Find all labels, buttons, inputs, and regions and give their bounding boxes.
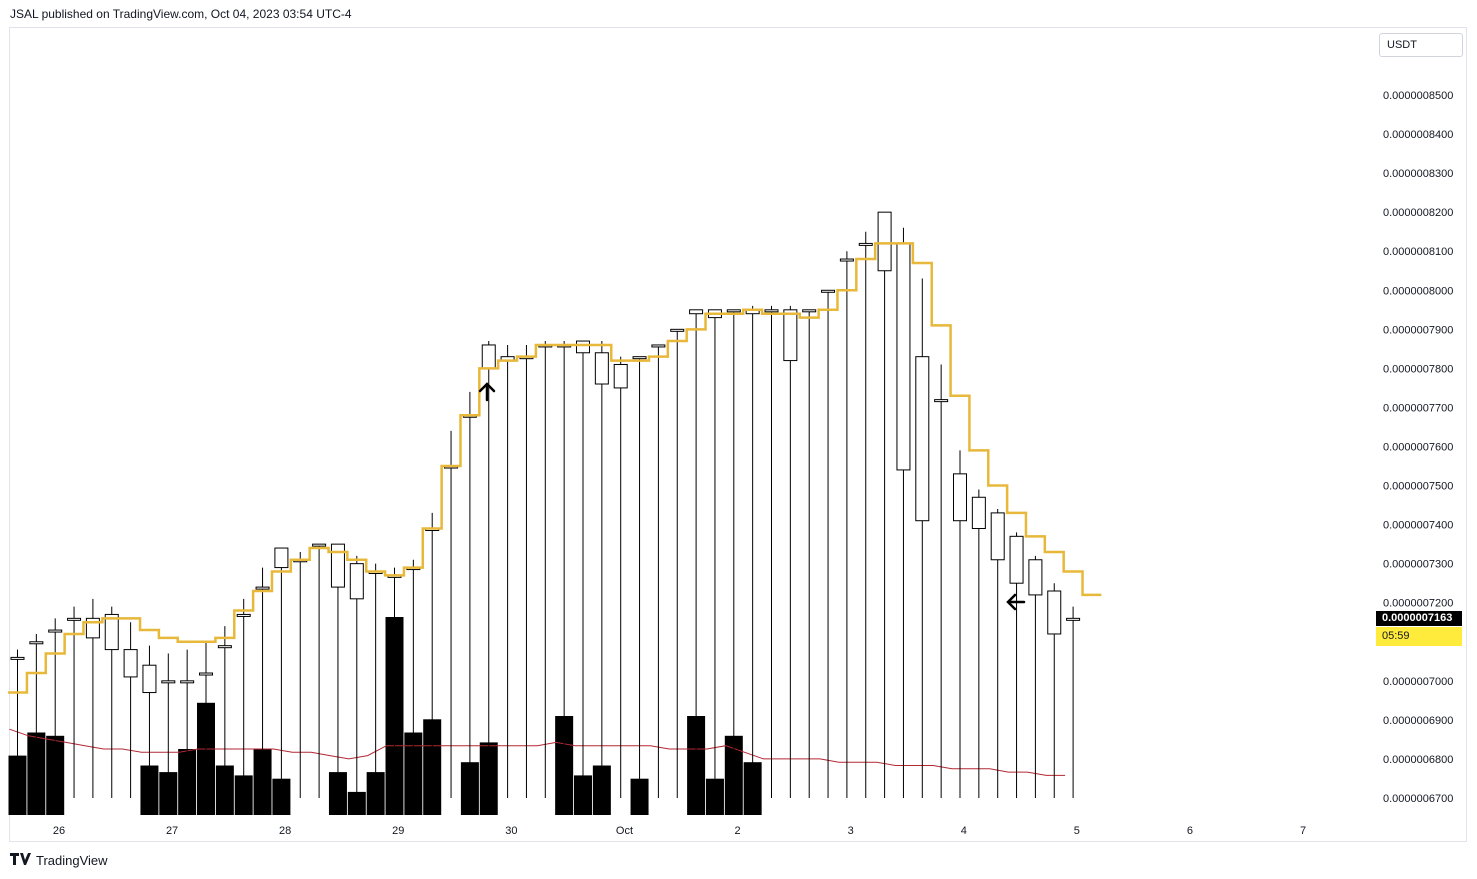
candle-body	[161, 680, 176, 684]
candle-body	[142, 664, 157, 694]
candle-body	[255, 586, 270, 590]
footer-brand-label: TradingView	[36, 853, 108, 868]
left-arrow-icon	[1006, 593, 1026, 611]
price-axis-label: 0.0000008200	[1383, 207, 1453, 219]
candle-body	[10, 656, 25, 660]
candle-body	[576, 340, 590, 354]
candle-body	[312, 543, 327, 547]
candle-body	[1047, 590, 1062, 635]
candle-body	[349, 563, 364, 600]
candle-body	[877, 211, 892, 272]
bar-countdown-timer: 05:59	[1376, 627, 1462, 646]
price-axis-label: 0.0000007200	[1383, 598, 1453, 610]
price-axis-label: 0.0000007500	[1383, 481, 1453, 493]
volume-bar	[347, 791, 366, 815]
candle-body	[48, 629, 63, 633]
price-axis-label: 0.0000007900	[1383, 324, 1453, 336]
candle-body	[783, 309, 798, 362]
publish-info: JSAL published on TradingView.com, Oct 0…	[10, 7, 352, 21]
price-axis-label: 0.0000006800	[1383, 754, 1453, 766]
time-axis-label: 26	[53, 825, 65, 837]
candle-body	[802, 309, 817, 313]
time-axis-label: 29	[392, 825, 404, 837]
candle-body	[764, 309, 779, 313]
candle-body	[990, 512, 1005, 561]
candle-body	[481, 344, 496, 369]
candle-body	[330, 543, 345, 588]
candle-body	[821, 289, 836, 293]
candle-body	[199, 672, 213, 676]
step-line-indicator	[8, 242, 1102, 694]
price-axis-label: 0.0000007300	[1383, 559, 1453, 571]
price-axis-label: 0.0000007400	[1383, 520, 1453, 532]
time-axis-label: 2	[735, 825, 741, 837]
time-axis-label: 4	[961, 825, 967, 837]
price-axis-label: 0.0000006900	[1383, 715, 1453, 727]
candle-body	[689, 309, 704, 315]
time-axis-label: 7	[1300, 825, 1306, 837]
candle-body	[670, 328, 685, 332]
time-axis-label: 6	[1187, 825, 1193, 837]
candle-body	[613, 363, 628, 389]
candle-body	[953, 473, 967, 522]
candle-body	[274, 547, 289, 569]
footer-brand[interactable]: TradingView	[10, 853, 108, 868]
price-axis-label: 0.0000008500	[1383, 90, 1453, 102]
candle-body	[1028, 559, 1043, 596]
candle-body	[632, 356, 647, 360]
price-axis-label: 0.0000007000	[1383, 676, 1453, 688]
time-axis-label: Oct	[616, 825, 633, 837]
candle-body	[839, 258, 854, 262]
price-axis-label: 0.0000007800	[1383, 363, 1453, 375]
price-axis-label: 0.0000006700	[1383, 793, 1453, 805]
candle-body	[915, 356, 930, 522]
candle-body	[236, 613, 251, 617]
candle-body	[594, 352, 609, 385]
candle-body	[67, 617, 82, 621]
tradingview-logo-icon	[10, 853, 32, 868]
candle-body	[651, 344, 666, 348]
up-arrow-icon	[478, 382, 496, 402]
volume-ma-line	[9, 728, 1066, 776]
price-axis-label: 0.0000008100	[1383, 246, 1453, 258]
candle-body	[1066, 617, 1081, 621]
candle-body	[858, 242, 873, 246]
time-axis-label: 30	[505, 825, 517, 837]
candle-body	[104, 613, 119, 651]
chart-frame	[9, 27, 1467, 842]
time-axis-label: 3	[848, 825, 854, 837]
candle-body	[180, 680, 195, 684]
price-axis-label: 0.0000008400	[1383, 129, 1453, 141]
price-axis-label: 0.0000007700	[1383, 402, 1453, 414]
candle-body	[123, 649, 138, 678]
currency-selector[interactable]: USDT	[1379, 33, 1463, 57]
candle-body	[971, 496, 986, 530]
candle-body	[726, 309, 741, 313]
candle-body	[934, 399, 949, 403]
time-axis-label: 28	[279, 825, 291, 837]
time-axis-label: 27	[166, 825, 178, 837]
candle-body	[217, 645, 232, 649]
price-axis-label: 0.0000008000	[1383, 285, 1453, 297]
price-axis-label: 0.0000007600	[1383, 442, 1453, 454]
time-axis-label: 5	[1074, 825, 1080, 837]
candle-body	[29, 641, 44, 645]
candle-body	[896, 242, 911, 471]
last-price-label: 0.0000007163	[1376, 611, 1462, 626]
price-axis-label: 0.0000008300	[1383, 168, 1453, 180]
candle-body	[1009, 535, 1024, 584]
